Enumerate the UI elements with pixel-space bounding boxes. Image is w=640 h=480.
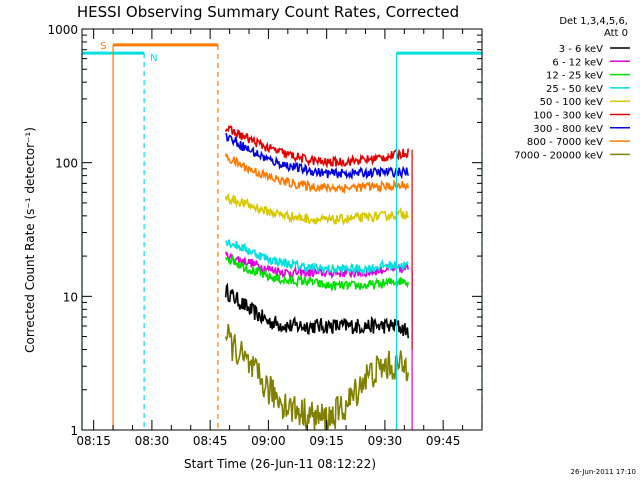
night-label: N [150,53,157,64]
saa-label: S [100,41,106,52]
x-tick-label: 08:45 [193,434,228,448]
y-axis-label: Corrected Count Rate (s⁻¹ detector⁻¹) [23,127,37,353]
x-tick-label: 08:30 [135,434,170,448]
series-50-100-keV-line [224,192,409,226]
legend-entry-label: 50 - 100 keV [540,97,604,108]
x-tick-label: 09:15 [309,434,344,448]
series-25-50-keV-line [225,239,409,277]
series-7000-20000-keV-line [224,323,409,432]
legend-header-line: Att 0 [604,28,628,39]
x-tick-label: 09:30 [368,434,403,448]
legend-entry-label: 3 - 6 keV [559,44,603,55]
legend-entry-label: 25 - 50 keV [546,84,603,95]
chart-title: HESSI Observing Summary Count Rates, Cor… [77,3,459,21]
y-tick-label: 1 [70,424,78,438]
legend-entry-label: 12 - 25 keV [546,71,603,82]
legend-entry-label: 300 - 800 keV [533,124,603,135]
x-axis-label: Start Time (26-Jun-11 08:12:22) [184,457,376,471]
plot-frame [81,28,483,431]
series-100-300-keV-line [224,125,409,169]
legend-entry-label: 6 - 12 keV [552,57,603,68]
series-6-12-keV-line [224,251,409,279]
legend-entry-label: 800 - 7000 keV [527,137,603,148]
y-tick-label: 100 [55,157,78,171]
y-tick-label: 10 [63,290,78,304]
axes: 08:15 08:30 08:45 09:00 09:15 09:30 09:45 1 10 10… [47,23,483,448]
x-tick-label: 09:00 [251,434,286,448]
series-800-7000-keV-line [224,153,409,195]
series-3-6-keV-line [224,282,409,339]
legend-entry-label: 100 - 300 keV [533,111,603,122]
footer-timestamp: 26-Jun-2011 17:10 [571,468,637,476]
x-tick-label: 09:45 [426,434,461,448]
x-tick-label: 08:15 [76,434,111,448]
legend: Det 1,3,4,5,6,Att 03 - 6 keV 6 - 12 keV 12… [514,16,630,161]
plot-area: SN [81,41,483,432]
legend-entry-label: 7000 - 20000 keV [514,150,603,161]
y-tick-label: 1000 [47,23,78,37]
legend-header-line: Det 1,3,4,5,6, [559,16,628,27]
series-12-25-keV-line [224,255,409,293]
series-300-800-keV-line [225,132,409,180]
